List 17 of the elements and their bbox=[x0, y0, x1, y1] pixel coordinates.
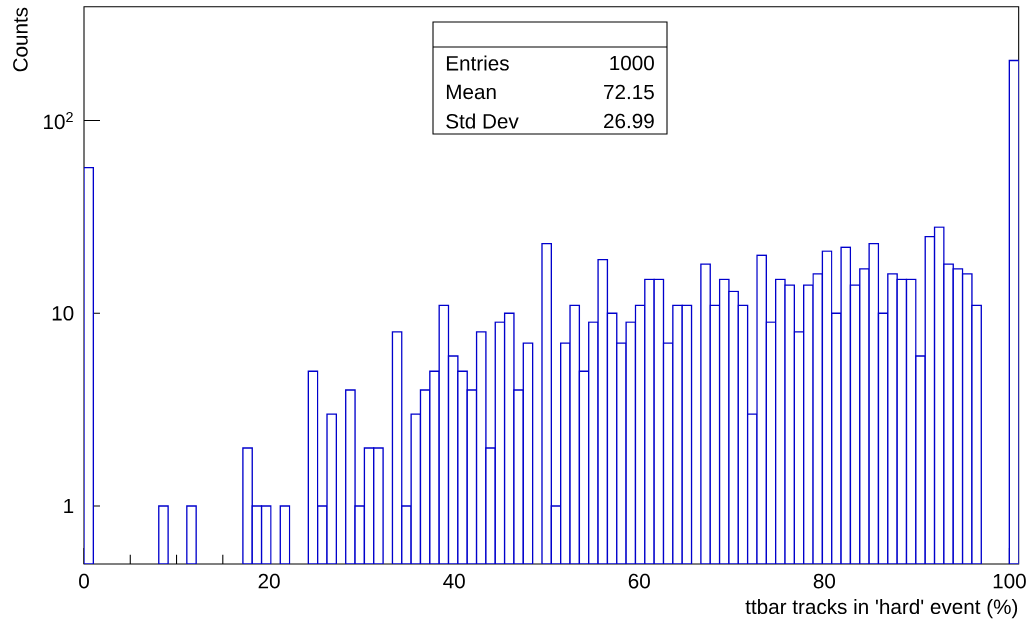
annotation: Std Dev bbox=[446, 113, 519, 129]
y-tick-label: 1 bbox=[64, 498, 74, 514]
y-tick-label: 10 bbox=[52, 305, 74, 321]
annotation: 26.99 bbox=[604, 113, 654, 129]
x-tick-label: 0 bbox=[79, 573, 89, 589]
x-tick-label: 40 bbox=[443, 573, 465, 589]
x-tick-label: 60 bbox=[628, 573, 650, 589]
x-tick-label: 100 bbox=[993, 573, 1026, 589]
x-tick-label: 80 bbox=[813, 573, 836, 589]
annotation: 72.15 bbox=[604, 84, 654, 100]
y-tick-label: 10$^{2}$ bbox=[44, 111, 73, 130]
annotation: Mean bbox=[446, 84, 496, 100]
annotation: Entries bbox=[446, 55, 509, 71]
y-axis-title: Counts bbox=[13, 7, 28, 72]
x-tick-label: 20 bbox=[258, 573, 280, 589]
annotation: 1000 bbox=[610, 55, 654, 71]
x-axis-title: ttbar tracks in 'hard' event (%) bbox=[745, 598, 1018, 619]
